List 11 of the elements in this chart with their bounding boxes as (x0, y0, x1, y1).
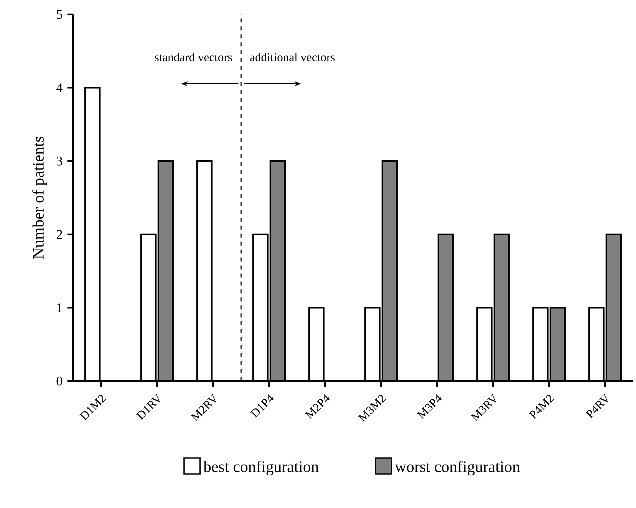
legend-label: best configuration (204, 460, 319, 476)
y-axis-title: Number of patients (32, 137, 48, 260)
y-tick-label: 5 (57, 10, 62, 20)
annotation: standard vectors (155, 53, 232, 62)
y-tick-label: 3 (56, 156, 62, 166)
annotation: additional vectors (250, 53, 335, 62)
legend-label: worst configuration (395, 460, 520, 476)
y-tick-label: 4 (56, 84, 63, 92)
y-tick-label: 0 (56, 376, 62, 386)
y-tick-label: 2 (56, 230, 62, 240)
y-tick-label: 1 (57, 304, 62, 312)
